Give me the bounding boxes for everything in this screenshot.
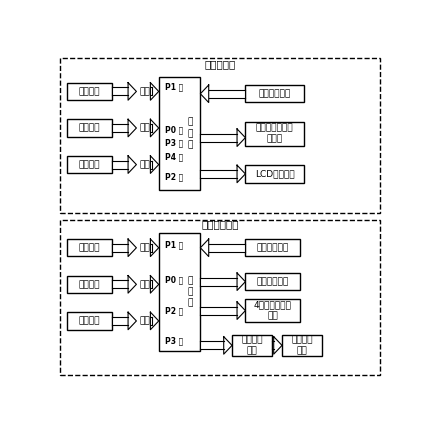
Text: 4路超声波测距
模块: 4路超声波测距 模块 — [254, 301, 292, 321]
Text: 电源电路: 电源电路 — [79, 87, 100, 96]
Polygon shape — [150, 244, 152, 252]
Polygon shape — [150, 87, 152, 95]
Polygon shape — [128, 83, 136, 100]
Text: 晶振电路: 晶振电路 — [79, 124, 100, 133]
Text: 单
片
机: 单 片 机 — [187, 276, 193, 308]
Text: 复位电路: 复位电路 — [79, 317, 100, 325]
Text: P2 口: P2 口 — [166, 172, 184, 181]
Text: LCD显示电路: LCD显示电路 — [255, 169, 295, 178]
Bar — [246, 299, 300, 322]
Polygon shape — [150, 156, 159, 173]
Polygon shape — [209, 244, 246, 252]
Polygon shape — [128, 312, 136, 330]
Text: 复位: 复位 — [139, 317, 150, 325]
Text: 复位: 复位 — [139, 160, 150, 169]
Polygon shape — [128, 276, 136, 293]
Text: P2 口: P2 口 — [166, 307, 184, 316]
Polygon shape — [128, 239, 136, 257]
Bar — [67, 83, 112, 100]
Polygon shape — [209, 90, 246, 98]
Text: 电源: 电源 — [139, 87, 150, 96]
Bar — [282, 334, 322, 356]
Polygon shape — [237, 165, 246, 183]
Bar — [159, 77, 200, 190]
Text: 复位电路: 复位电路 — [79, 160, 100, 169]
Text: 声控遥控器: 声控遥控器 — [205, 60, 236, 70]
Bar — [67, 156, 112, 173]
Polygon shape — [150, 83, 159, 100]
Text: 晶振: 晶振 — [139, 124, 150, 133]
Text: P0 口: P0 口 — [166, 126, 184, 134]
Text: 晶振电路: 晶振电路 — [79, 280, 100, 289]
Polygon shape — [112, 124, 128, 132]
Polygon shape — [128, 156, 136, 173]
Polygon shape — [150, 312, 159, 330]
Polygon shape — [200, 341, 224, 349]
Text: 驱动电机
舵机: 驱动电机 舵机 — [291, 335, 313, 356]
Polygon shape — [112, 161, 128, 168]
Bar — [67, 119, 112, 137]
Text: 电源: 电源 — [139, 243, 150, 252]
Polygon shape — [112, 244, 128, 252]
Text: P4 口: P4 口 — [166, 152, 184, 161]
Text: 无线收发模块: 无线收发模块 — [257, 243, 289, 252]
Polygon shape — [237, 129, 246, 146]
Text: 小车上控制器: 小车上控制器 — [202, 219, 239, 229]
Bar — [67, 276, 112, 293]
Polygon shape — [237, 273, 246, 290]
Text: 无线收发模块: 无线收发模块 — [258, 89, 291, 98]
Polygon shape — [150, 276, 159, 293]
Bar — [246, 273, 300, 290]
Text: 非特定人语音识
别电路: 非特定人语音识 别电路 — [256, 124, 293, 144]
Bar — [232, 334, 272, 356]
Polygon shape — [128, 119, 136, 137]
Bar — [246, 165, 304, 183]
Text: P1 口: P1 口 — [166, 240, 184, 249]
Polygon shape — [112, 87, 128, 95]
Polygon shape — [200, 278, 237, 286]
Polygon shape — [224, 337, 232, 354]
Text: P1 口: P1 口 — [166, 82, 184, 91]
Text: 单机驱动
模块: 单机驱动 模块 — [241, 335, 263, 356]
Bar — [246, 122, 304, 146]
Polygon shape — [112, 317, 128, 325]
Polygon shape — [200, 170, 237, 178]
Bar — [246, 239, 300, 257]
Polygon shape — [200, 239, 209, 257]
Polygon shape — [150, 124, 152, 132]
Polygon shape — [272, 341, 274, 349]
Polygon shape — [274, 337, 282, 354]
Bar — [67, 312, 112, 330]
Text: 晶振: 晶振 — [139, 280, 150, 289]
Bar — [246, 85, 304, 102]
Polygon shape — [200, 307, 237, 314]
Polygon shape — [237, 302, 246, 319]
Text: 电源电路: 电源电路 — [79, 243, 100, 252]
Polygon shape — [150, 161, 152, 168]
Bar — [159, 233, 200, 351]
Polygon shape — [200, 85, 209, 102]
Text: P0 口: P0 口 — [166, 275, 184, 284]
Bar — [67, 239, 112, 257]
Text: 单
片
机: 单 片 机 — [187, 118, 193, 149]
Bar — [60, 220, 381, 375]
Polygon shape — [150, 239, 159, 257]
Polygon shape — [112, 280, 128, 288]
Bar — [60, 58, 381, 213]
Text: 语音播放电路: 语音播放电路 — [257, 277, 289, 286]
Text: P3 口: P3 口 — [166, 337, 184, 346]
Polygon shape — [200, 133, 237, 142]
Polygon shape — [150, 119, 159, 137]
Polygon shape — [150, 317, 152, 325]
Text: P3 口: P3 口 — [166, 139, 184, 148]
Polygon shape — [150, 280, 152, 288]
